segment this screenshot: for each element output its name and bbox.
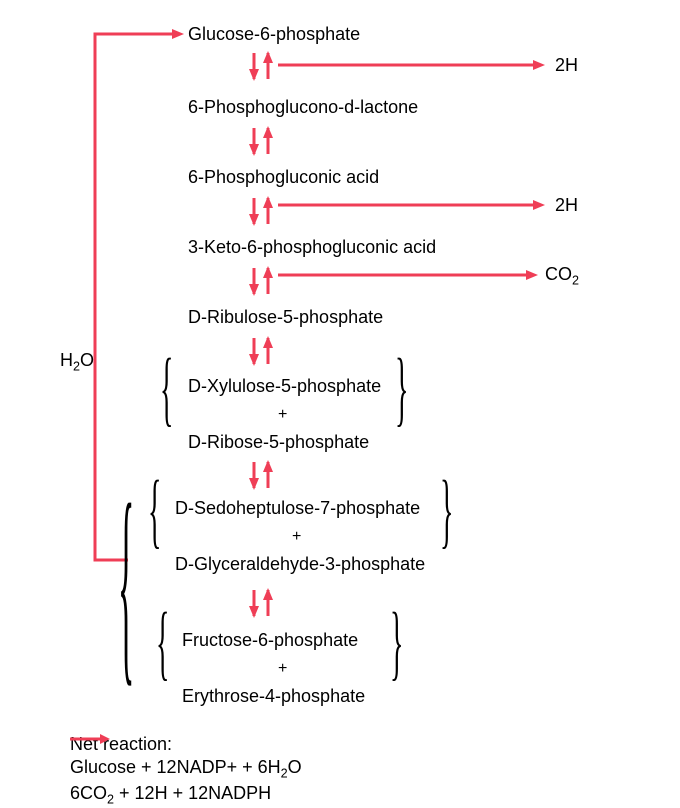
brace-outer: { (118, 468, 134, 715)
compound-3k6p: 3-Keto-6-phosphogluconic acid (188, 237, 436, 258)
compound-xu5p: D-Xylulose-5-phosphate (188, 376, 381, 397)
compound-6pgl: 6-Phosphoglucono-d-lactone (188, 97, 418, 118)
compound-e4p: Erythrose-4-phosphate (182, 686, 365, 707)
label-2h-2: 2H (555, 195, 578, 216)
compound-g6p: Glucose-6-phosphate (188, 24, 360, 45)
brace-l1: { (160, 344, 173, 440)
brace-l3: { (156, 598, 169, 694)
label-h2o: H2O (60, 350, 94, 374)
compound-r5p: D-Ribose-5-phosphate (188, 432, 369, 453)
brace-r3: } (390, 598, 403, 694)
brace-r2: } (440, 466, 453, 562)
net-line3: 6CO2 + 12H + 12NADPH (70, 782, 312, 808)
plus-3: + (278, 660, 287, 678)
compound-s7p: D-Sedoheptulose-7-phosphate (175, 498, 420, 519)
compound-ru5p: D-Ribulose-5-phosphate (188, 307, 383, 328)
plus-2: + (292, 528, 301, 546)
label-co2: CO2 (545, 264, 579, 288)
compound-f6p: Fructose-6-phosphate (182, 630, 358, 651)
brace-l2: { (148, 466, 161, 562)
plus-1: + (278, 406, 287, 424)
label-2h-1: 2H (555, 55, 578, 76)
brace-r1: } (395, 344, 408, 440)
net-reaction: Net reaction: Glucose + 12NADP+ + 6H2O 6… (70, 733, 312, 808)
compound-6pga: 6-Phosphogluconic acid (188, 167, 379, 188)
compound-g3p: D-Glyceraldehyde-3-phosphate (175, 554, 425, 575)
net-line2: Glucose + 12NADP+ + 6H2O (70, 756, 312, 782)
